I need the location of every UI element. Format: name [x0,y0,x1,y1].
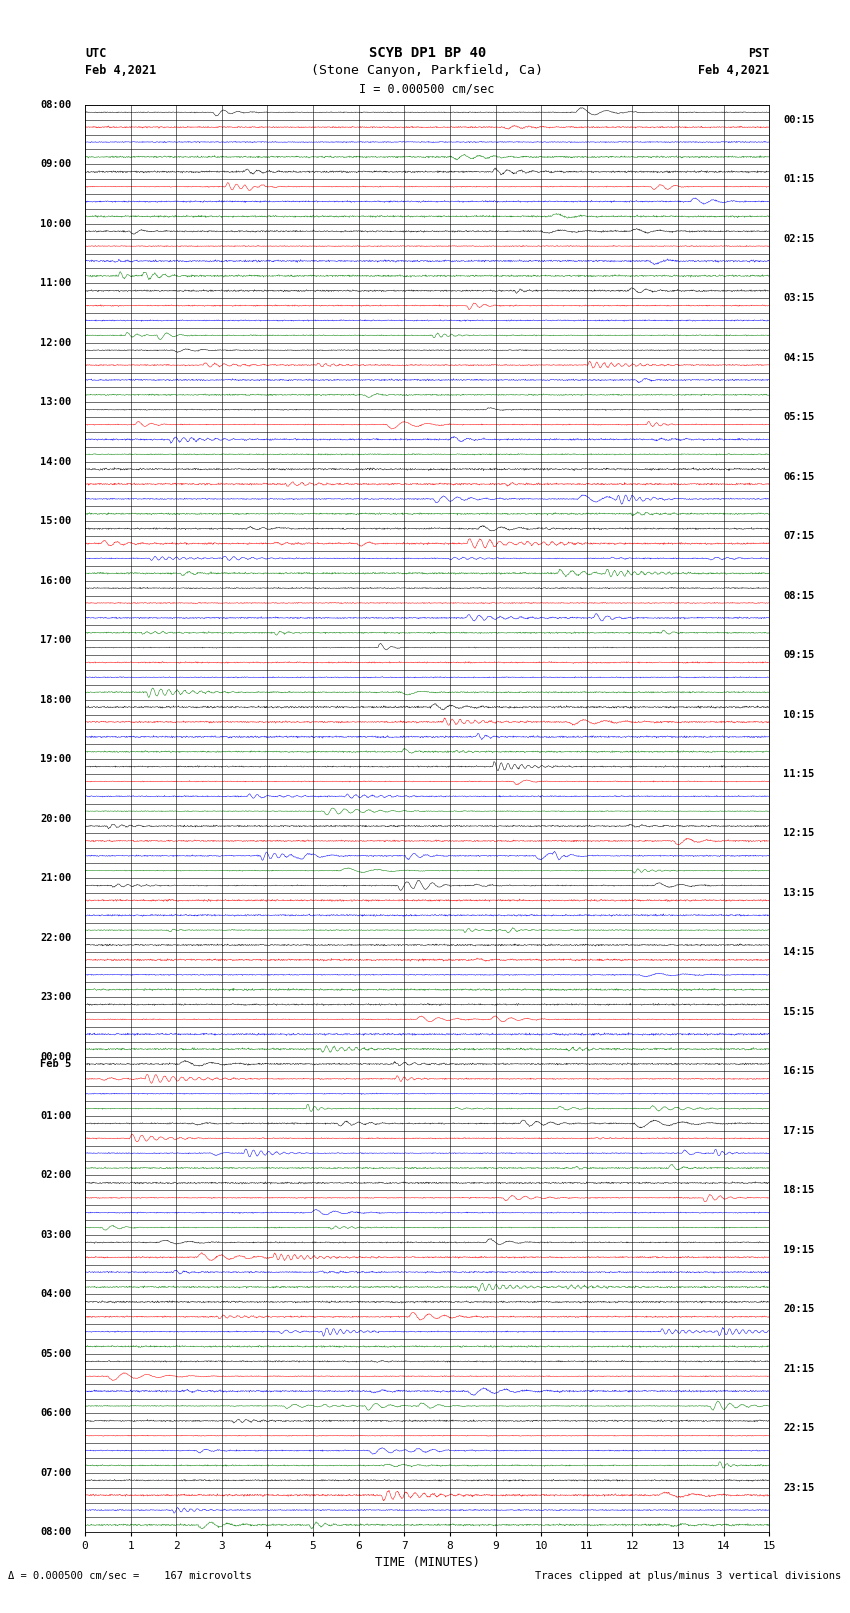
Text: 14:15: 14:15 [783,947,814,958]
Text: 19:15: 19:15 [783,1245,814,1255]
Text: I = 0.000500 cm/sec: I = 0.000500 cm/sec [360,82,495,95]
Text: 10:00: 10:00 [40,219,71,229]
Text: 00:15: 00:15 [783,115,814,124]
Text: Feb 4,2021: Feb 4,2021 [85,65,156,77]
Text: 09:00: 09:00 [40,160,71,169]
Text: SCYB DP1 BP 40: SCYB DP1 BP 40 [369,45,485,60]
Text: 18:00: 18:00 [40,695,71,705]
Text: 18:15: 18:15 [783,1186,814,1195]
Text: 22:00: 22:00 [40,932,71,942]
Text: 01:00: 01:00 [40,1111,71,1121]
Text: 08:00: 08:00 [40,1528,71,1537]
Text: 20:00: 20:00 [40,813,71,824]
Text: 12:15: 12:15 [783,829,814,839]
Text: 04:15: 04:15 [783,353,814,363]
Text: 01:15: 01:15 [783,174,814,184]
Text: UTC: UTC [85,47,106,60]
Text: PST: PST [748,47,769,60]
Text: 15:00: 15:00 [40,516,71,526]
Text: 08:15: 08:15 [783,590,814,600]
Text: 08:00: 08:00 [40,100,71,110]
Text: 23:00: 23:00 [40,992,71,1002]
Text: 05:00: 05:00 [40,1348,71,1358]
Text: 13:00: 13:00 [40,397,71,406]
Text: 21:00: 21:00 [40,873,71,882]
Text: 10:15: 10:15 [783,710,814,719]
Text: 15:15: 15:15 [783,1007,814,1016]
Text: 02:00: 02:00 [40,1171,71,1181]
Text: 22:15: 22:15 [783,1423,814,1434]
Text: Traces clipped at plus/minus 3 vertical divisions: Traces clipped at plus/minus 3 vertical … [536,1571,842,1581]
Text: 02:15: 02:15 [783,234,814,244]
Text: 16:15: 16:15 [783,1066,814,1076]
Text: 03:15: 03:15 [783,294,814,303]
Text: 19:00: 19:00 [40,755,71,765]
Text: 17:15: 17:15 [783,1126,814,1136]
Text: 21:15: 21:15 [783,1363,814,1374]
Text: 11:15: 11:15 [783,769,814,779]
Text: 14:00: 14:00 [40,456,71,466]
Text: 20:15: 20:15 [783,1305,814,1315]
Text: 17:00: 17:00 [40,636,71,645]
Text: 06:00: 06:00 [40,1408,71,1418]
Text: 16:00: 16:00 [40,576,71,586]
Text: Feb 4,2021: Feb 4,2021 [698,65,769,77]
Text: 07:00: 07:00 [40,1468,71,1478]
Text: 23:15: 23:15 [783,1482,814,1492]
Text: 06:15: 06:15 [783,471,814,482]
Text: 12:00: 12:00 [40,337,71,348]
Text: 13:15: 13:15 [783,887,814,898]
Text: 09:15: 09:15 [783,650,814,660]
Text: 05:15: 05:15 [783,411,814,423]
X-axis label: TIME (MINUTES): TIME (MINUTES) [375,1555,479,1568]
Text: 07:15: 07:15 [783,531,814,540]
Text: (Stone Canyon, Parkfield, Ca): (Stone Canyon, Parkfield, Ca) [311,65,543,77]
Text: 03:00: 03:00 [40,1231,71,1240]
Text: 11:00: 11:00 [40,279,71,289]
Text: 00:00: 00:00 [40,1052,71,1061]
Text: 04:00: 04:00 [40,1289,71,1300]
Text: Feb 5: Feb 5 [40,1060,71,1069]
Text: Δ = 0.000500 cm/sec =    167 microvolts: Δ = 0.000500 cm/sec = 167 microvolts [8,1571,252,1581]
